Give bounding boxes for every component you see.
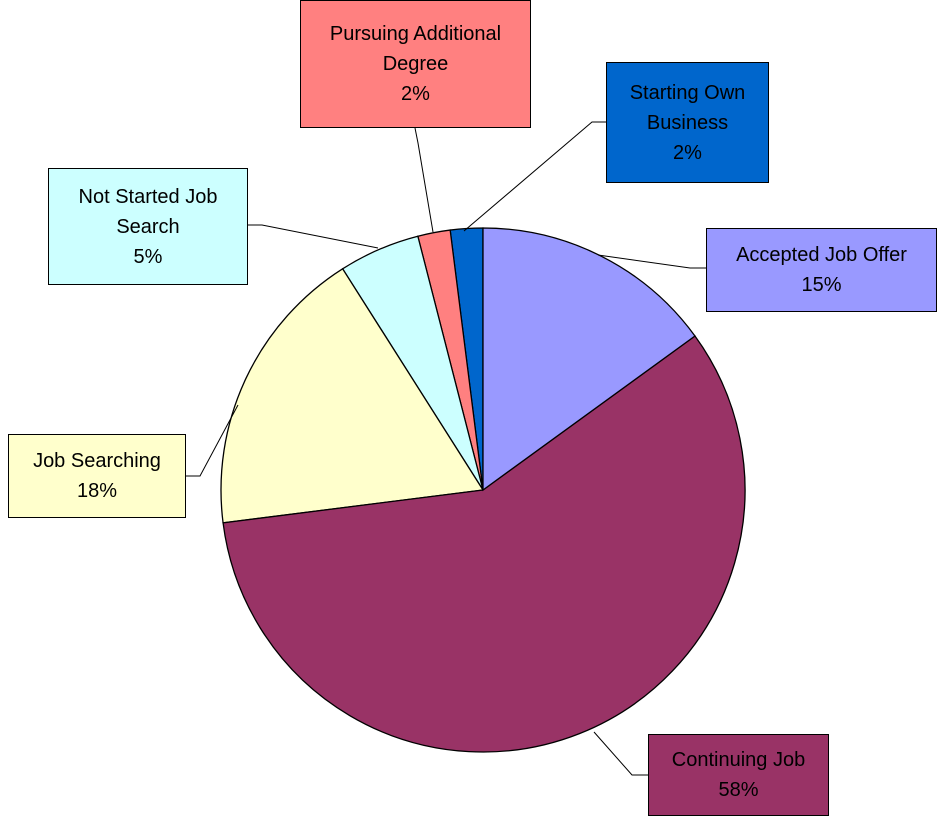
pie-slice: [220, 267, 485, 524]
pie-slice: [222, 335, 746, 753]
slice-label: Not Started Job Search 5%: [48, 168, 248, 285]
slice-label: Accepted Job Offer 15%: [706, 228, 937, 312]
leader-line: [593, 731, 648, 776]
slice-name: Not Started Job Search: [78, 185, 218, 238]
slice-percent: 2%: [673, 141, 702, 164]
slice-percent: 18%: [76, 480, 118, 502]
slice-percent: 58%: [718, 779, 759, 801]
slice-name: Accepted Job Offer: [736, 244, 907, 266]
leader-line: [463, 121, 606, 232]
pie-slice: [482, 227, 696, 492]
slice-percent: 5%: [133, 245, 163, 268]
slice-label: Pursuing Additional Degree 2%: [300, 0, 531, 128]
slice-name: Job Searching: [33, 450, 161, 472]
leader-line: [414, 127, 434, 233]
slice-name: Pursuing Additional Degree: [329, 23, 502, 75]
leader-line: [597, 254, 706, 269]
slice-label: Job Searching 18%: [8, 434, 186, 518]
slice-percent: 15%: [801, 274, 842, 296]
leader-line: [186, 404, 239, 477]
slice-name: Starting Own Business: [629, 81, 746, 134]
slice-percent: 2%: [401, 83, 430, 105]
leader-lines: [186, 121, 706, 776]
slice-label: Continuing Job 58%: [648, 734, 829, 816]
slice-name: Continuing Job: [671, 749, 806, 771]
leader-line: [248, 224, 379, 249]
slice-label: Starting Own Business 2%: [606, 62, 769, 183]
